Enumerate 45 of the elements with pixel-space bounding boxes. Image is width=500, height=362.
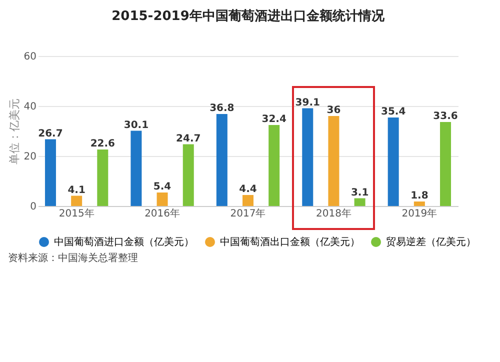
data-label: 39.1 [295, 97, 320, 108]
x-tick-label: 2019年 [402, 208, 438, 220]
data-label: 4.4 [239, 184, 257, 195]
data-label: 3.1 [350, 187, 369, 198]
bar [44, 139, 56, 206]
data-label: 35.4 [381, 106, 406, 118]
bar [242, 195, 254, 206]
x-tick-label: 2015年 [58, 208, 94, 220]
y-tick-label: 20 [24, 152, 36, 162]
y-tick-label: 40 [24, 102, 36, 112]
bar [97, 150, 108, 206]
data-label: 4.1 [68, 184, 86, 196]
bar [216, 114, 228, 206]
x-tick-label: 2016年 [144, 208, 180, 220]
data-label: 30.1 [124, 120, 149, 131]
bar [414, 202, 425, 206]
bar [388, 118, 399, 206]
bar [268, 125, 280, 206]
y-tick-label: 0 [30, 202, 36, 212]
text: 资料来源：中国海关总署整理 [7, 252, 139, 265]
bar [71, 196, 82, 206]
bar [328, 116, 340, 206]
data-label: 22.6 [90, 138, 116, 150]
data-label: 33.6 [433, 111, 458, 122]
bar [156, 192, 168, 206]
bar [440, 122, 452, 206]
data-label: 32.4 [262, 114, 286, 125]
x-tick-label: 2018年 [316, 208, 352, 220]
data-label: 24.7 [176, 133, 201, 144]
legend-label: 中国葡萄酒出口金额（亿美元） [220, 236, 360, 248]
chart-title: 2015-2019年中国葡萄酒进出口金额统计情况 [112, 8, 386, 24]
x-tick-label: 2017年 [230, 208, 266, 220]
legend-label: 贸易逆差（亿美元） [386, 236, 476, 248]
data-label: 1.8 [410, 190, 428, 202]
data-label: 5.4 [153, 182, 172, 192]
data-label: 36.8 [210, 103, 234, 114]
bar [182, 144, 194, 206]
bar [302, 108, 314, 206]
y-axis-title: 单位：亿美元 [8, 98, 21, 164]
data-label: 36 [326, 105, 341, 116]
y-tick-label: 60 [24, 52, 36, 62]
bar [354, 198, 366, 206]
bar [130, 130, 142, 206]
legend-label: 中国葡萄酒进口金额（亿美元） [54, 236, 194, 248]
data-label: 26.7 [38, 128, 63, 140]
